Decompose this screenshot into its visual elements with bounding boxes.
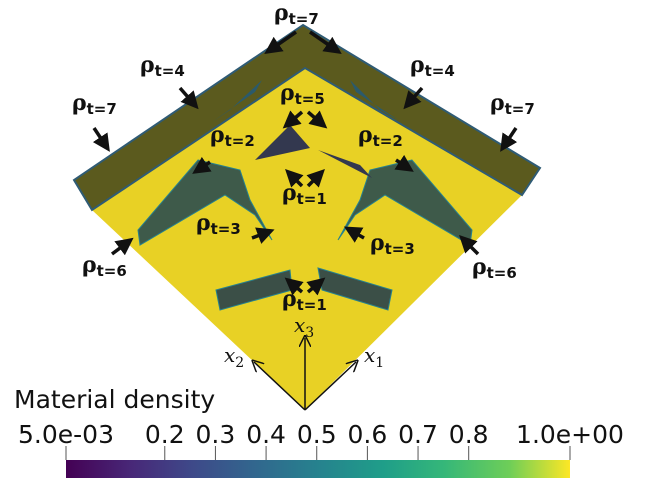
subscript: t=7 [289, 10, 319, 28]
symbol: ρ [140, 52, 155, 78]
subscript: 3 [305, 325, 314, 341]
axis-label: x1 [364, 343, 384, 371]
colorbar-tick-label: 0.4 [246, 420, 286, 449]
subscript: t=7 [87, 100, 117, 118]
density-label: ρt=6 [472, 254, 517, 282]
subscript: 1 [375, 355, 384, 371]
symbol: ρ [370, 230, 385, 256]
colorbar: Material density 5.0e-03 0.2 0.3 0.4 0.5 0.6 0… [14, 385, 624, 478]
density-label: ρt=4 [410, 52, 455, 80]
colorbar-tick-label: 0.7 [398, 420, 438, 449]
subscript: t=7 [505, 100, 535, 118]
density-label: ρt=6 [82, 252, 127, 280]
subscript: t=1 [297, 296, 327, 314]
density-label: ρt=7 [274, 0, 319, 28]
subscript: t=4 [155, 62, 185, 80]
subscript: t=6 [97, 262, 127, 280]
subscript: t=4 [425, 62, 455, 80]
subscript: t=2 [373, 132, 403, 150]
density-label: ρt=4 [140, 52, 185, 80]
symbol: ρ [282, 180, 297, 206]
symbol: ρ [280, 80, 295, 106]
colorbar-gradient [66, 460, 570, 478]
symbol: ρ [210, 122, 225, 148]
symbol: x [294, 313, 305, 337]
symbol: x [224, 343, 235, 367]
colorbar-tick-label: 5.0e-03 [18, 420, 114, 449]
subscript: t=6 [487, 264, 517, 282]
symbol: ρ [282, 286, 297, 312]
symbol: ρ [358, 122, 373, 148]
symbol: ρ [72, 90, 87, 116]
colorbar-tick-label: 0.6 [348, 420, 388, 449]
colorbar-title: Material density [14, 385, 215, 414]
symbol: ρ [472, 254, 487, 280]
subscript: t=5 [295, 90, 325, 108]
colorbar-tick-label: 0.8 [449, 420, 489, 449]
subscript: t=1 [297, 190, 327, 208]
density-label: ρt=7 [72, 90, 117, 118]
symbol: x [364, 343, 375, 367]
colorbar-tick-label: 0.2 [145, 420, 185, 449]
render [74, 25, 540, 410]
subscript: t=3 [385, 240, 415, 258]
symbol: ρ [82, 252, 97, 278]
symbol: ρ [274, 0, 289, 26]
colorbar-tick-label: 1.0e+00 [516, 420, 624, 449]
symbol: ρ [196, 210, 211, 236]
figure: ρt=7 ρt=4 ρt=4 ρt=7 ρt=7 ρt=5 ρt=2 ρt=2 … [0, 0, 646, 484]
density-label: ρt=7 [490, 90, 535, 118]
symbol: ρ [490, 90, 505, 116]
colorbar-tick-label: 0.5 [297, 420, 337, 449]
subscript: t=2 [225, 132, 255, 150]
subscript: t=3 [211, 220, 241, 238]
subscript: 2 [235, 355, 244, 371]
symbol: ρ [410, 52, 425, 78]
colorbar-tick-label: 0.3 [196, 420, 236, 449]
